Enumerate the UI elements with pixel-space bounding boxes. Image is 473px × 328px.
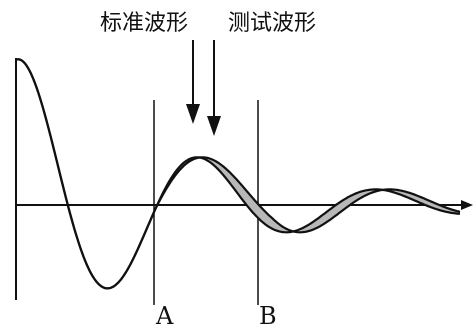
standard-waveform-label: 标准波形	[100, 11, 188, 36]
test-waveform-label: 测试波形	[228, 11, 316, 36]
x-axis-arrow	[461, 200, 473, 210]
marker-b-label: B	[259, 302, 277, 328]
test-waveform-arrow-head	[207, 116, 221, 136]
test-waveform-curve	[15, 58, 461, 290]
standard-waveform-arrow-head	[186, 104, 200, 124]
waveform-difference-fill	[151, 157, 460, 233]
marker-a-label: A	[155, 302, 174, 328]
